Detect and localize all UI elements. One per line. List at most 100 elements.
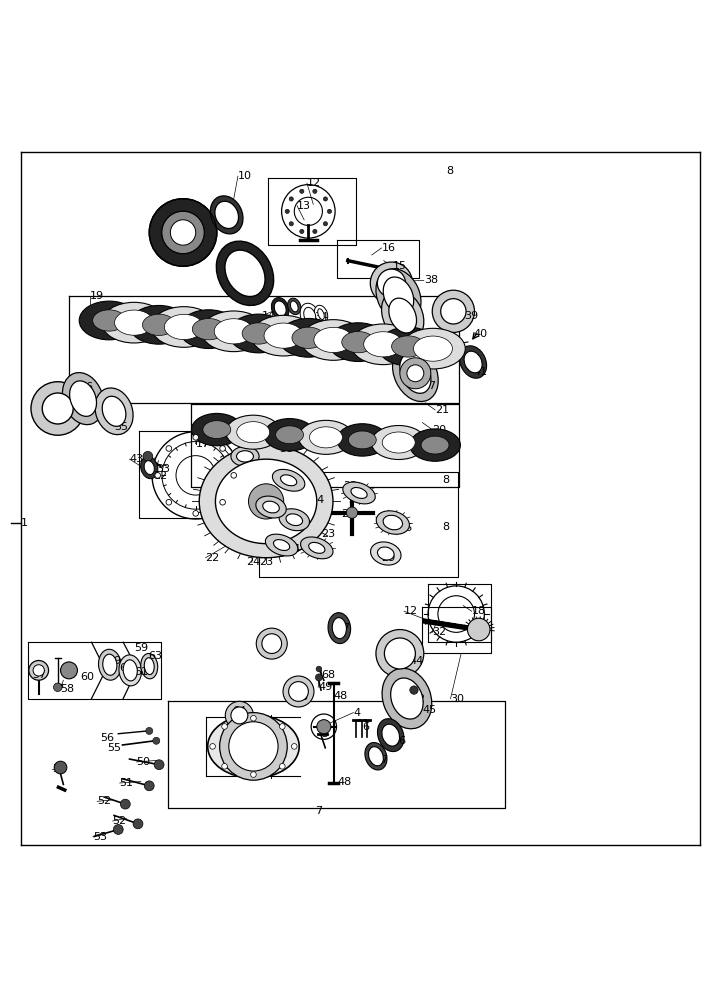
- Circle shape: [251, 715, 256, 721]
- Text: 68: 68: [321, 670, 335, 680]
- Text: 56: 56: [100, 733, 114, 743]
- Ellipse shape: [272, 469, 305, 491]
- Text: 49: 49: [318, 682, 332, 692]
- Circle shape: [222, 724, 227, 729]
- Circle shape: [144, 781, 154, 791]
- Ellipse shape: [231, 446, 259, 466]
- Circle shape: [316, 666, 322, 672]
- Ellipse shape: [383, 515, 403, 530]
- Ellipse shape: [102, 396, 126, 426]
- Text: 8: 8: [446, 166, 453, 176]
- Circle shape: [283, 676, 314, 707]
- Ellipse shape: [376, 269, 421, 323]
- Ellipse shape: [101, 302, 166, 343]
- Text: 9: 9: [175, 233, 182, 243]
- Ellipse shape: [151, 307, 216, 347]
- Ellipse shape: [99, 649, 121, 680]
- Circle shape: [54, 683, 62, 691]
- Text: 17: 17: [196, 439, 210, 449]
- Ellipse shape: [273, 540, 290, 551]
- Ellipse shape: [383, 277, 414, 315]
- Circle shape: [370, 262, 413, 304]
- Circle shape: [410, 686, 418, 694]
- Ellipse shape: [263, 501, 279, 513]
- Circle shape: [225, 701, 253, 730]
- Circle shape: [220, 713, 287, 780]
- Text: 7: 7: [315, 806, 322, 816]
- Text: 47: 47: [375, 755, 389, 765]
- Text: 2: 2: [417, 694, 424, 704]
- Circle shape: [400, 358, 431, 389]
- Ellipse shape: [318, 309, 325, 320]
- Ellipse shape: [191, 413, 242, 446]
- Ellipse shape: [288, 298, 301, 315]
- Ellipse shape: [328, 613, 351, 644]
- Text: 37: 37: [422, 381, 436, 391]
- Text: 52: 52: [97, 796, 111, 806]
- Circle shape: [166, 446, 172, 451]
- Ellipse shape: [341, 331, 375, 353]
- Circle shape: [154, 760, 164, 770]
- Text: 59: 59: [107, 656, 121, 666]
- Ellipse shape: [216, 241, 274, 305]
- Ellipse shape: [279, 318, 339, 357]
- Text: 13: 13: [297, 201, 311, 211]
- Circle shape: [146, 727, 153, 734]
- Circle shape: [384, 638, 415, 669]
- Ellipse shape: [165, 314, 203, 340]
- Ellipse shape: [382, 724, 400, 746]
- Ellipse shape: [144, 461, 154, 475]
- Ellipse shape: [391, 678, 423, 719]
- Ellipse shape: [413, 336, 453, 361]
- Circle shape: [323, 222, 327, 226]
- Ellipse shape: [225, 250, 265, 297]
- Circle shape: [327, 209, 332, 213]
- Ellipse shape: [265, 534, 298, 556]
- Text: 36: 36: [79, 382, 93, 392]
- Ellipse shape: [275, 301, 286, 316]
- Ellipse shape: [391, 336, 425, 357]
- Ellipse shape: [332, 618, 346, 639]
- Text: 48: 48: [338, 777, 352, 787]
- Text: 59: 59: [134, 643, 148, 653]
- Ellipse shape: [129, 305, 189, 344]
- Text: 48: 48: [334, 691, 348, 701]
- Circle shape: [291, 744, 297, 749]
- Ellipse shape: [242, 323, 275, 344]
- Text: 27: 27: [291, 518, 306, 528]
- Text: 4: 4: [353, 708, 360, 718]
- Text: 34: 34: [314, 312, 328, 322]
- Text: 8: 8: [442, 522, 449, 532]
- Text: 50: 50: [137, 757, 151, 767]
- Ellipse shape: [378, 327, 438, 366]
- Ellipse shape: [210, 196, 243, 234]
- Text: 6: 6: [362, 722, 369, 732]
- Ellipse shape: [400, 353, 431, 393]
- Circle shape: [170, 220, 196, 245]
- Circle shape: [300, 229, 304, 234]
- Ellipse shape: [203, 421, 231, 439]
- Ellipse shape: [237, 422, 270, 443]
- Text: 53: 53: [93, 832, 107, 842]
- Text: 29: 29: [382, 553, 396, 563]
- Circle shape: [289, 682, 308, 701]
- Text: 35: 35: [114, 422, 128, 432]
- Circle shape: [432, 290, 474, 332]
- Ellipse shape: [226, 415, 281, 449]
- Circle shape: [376, 630, 424, 677]
- Circle shape: [285, 209, 289, 213]
- Ellipse shape: [298, 420, 353, 454]
- Ellipse shape: [377, 719, 404, 752]
- Circle shape: [407, 365, 424, 382]
- Ellipse shape: [142, 314, 175, 335]
- Ellipse shape: [251, 315, 316, 356]
- Text: 63: 63: [148, 651, 162, 661]
- Text: 35: 35: [403, 325, 417, 335]
- Ellipse shape: [192, 318, 225, 340]
- Text: 18: 18: [472, 606, 486, 616]
- Ellipse shape: [103, 654, 117, 675]
- Ellipse shape: [70, 381, 96, 416]
- Text: 51: 51: [120, 778, 134, 788]
- Circle shape: [149, 199, 217, 266]
- Circle shape: [155, 473, 161, 478]
